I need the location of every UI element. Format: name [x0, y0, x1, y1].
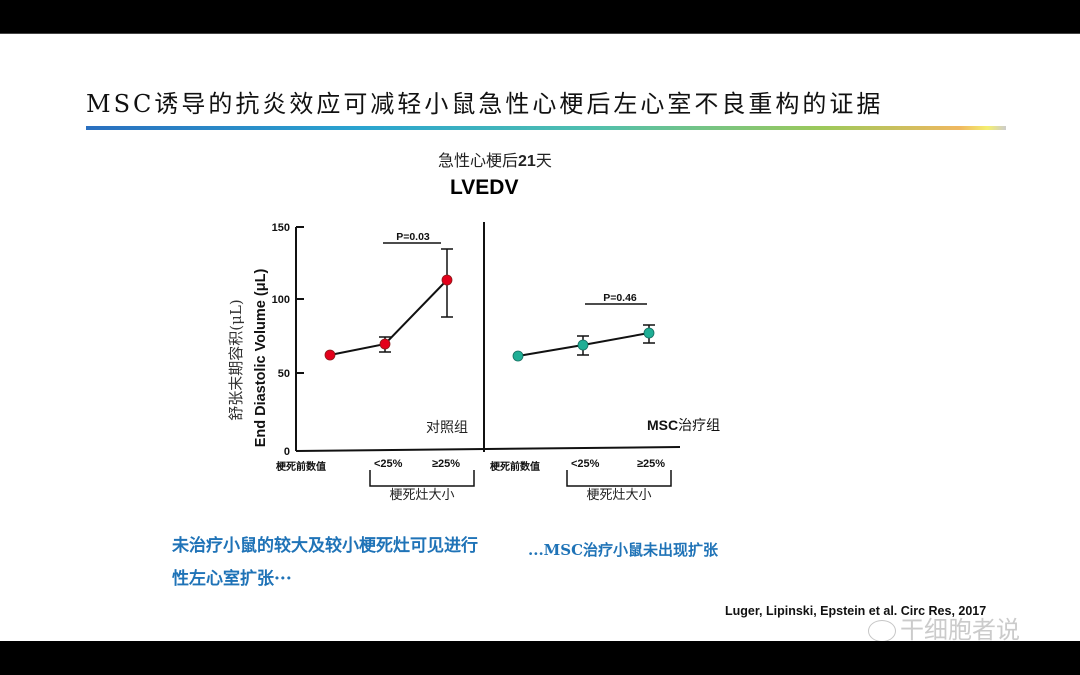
chart-subtitle: 急性心梗后21天 [438, 147, 552, 171]
x-labels-control: 梗死前数值 <25% ≥25% [276, 458, 460, 473]
point-msc-small [577, 339, 589, 351]
lvedv-chart: 舒张末期容积(μL) End Diastolic Volume (μL) 150… [227, 222, 720, 503]
subtitle-prefix: 急性心梗后 [438, 153, 519, 170]
xlabel-control-baseline: 梗死前数值 [276, 460, 326, 473]
xlabel-control-small: <25% [374, 458, 403, 470]
bracket-msc [566, 470, 672, 487]
watermark-text: 干细胞者说 [900, 616, 1020, 644]
point-control-baseline [324, 349, 336, 361]
series-control: P=0.03 [324, 231, 453, 361]
caption-control-line1: 未治疗小鼠的较大及较小梗死灶可见进行 [172, 536, 478, 556]
p-value-msc: P=0.46 [603, 292, 637, 304]
xlabel-msc-baseline: 梗死前数值 [490, 460, 540, 473]
panel-label-control: 对照组 [426, 420, 468, 436]
subtitle-suffix: 天 [535, 153, 552, 170]
xlabel-msc-small: <25% [571, 458, 600, 470]
caption-control-line2: 性左心室扩张··· [172, 569, 292, 589]
ytick-0: 0 [284, 446, 290, 458]
slide: MSC诱导的抗炎效应可减轻小鼠急性心梗后左心室不良重构的证据 急性心梗后21天 … [0, 34, 1080, 644]
chart-title: LVEDV [450, 176, 519, 199]
reference-citation: Luger, Lipinski, Epstein et al. Circ Res… [725, 604, 987, 618]
watermark: 干细胞者说 [868, 610, 1020, 645]
y-axis-label-en: End Diastolic Volume (μL) [253, 269, 269, 448]
wechat-icon [868, 620, 896, 642]
xlabel-msc-large: ≥25% [637, 458, 665, 470]
ytick-100: 100 [272, 294, 290, 306]
ytick-150: 150 [272, 222, 290, 234]
bottom-letterbox [0, 641, 1080, 675]
gradient-divider [86, 126, 1006, 130]
point-msc-large [643, 327, 655, 339]
subtitle-days: 21 [518, 153, 536, 170]
slide-title: MSC诱导的抗炎效应可减轻小鼠急性心梗后左心室不良重构的证据 [86, 90, 884, 118]
y-ticks [296, 226, 304, 374]
caption-msc: ...MSC治疗小鼠未出现扩张 [528, 541, 719, 559]
top-letterbox [0, 0, 1080, 34]
error-bars-control [379, 248, 453, 353]
x-labels-msc: 梗死前数值 <25% ≥25% [490, 458, 665, 473]
series-msc: P=0.46 [512, 292, 655, 362]
bracket-label-msc: 梗死灶大小 [586, 488, 651, 503]
point-control-large [441, 274, 453, 286]
point-msc-baseline [512, 350, 524, 362]
xlabel-control-large: ≥25% [432, 458, 460, 470]
y-axis-label-cn: 舒张末期容积(μL) [227, 299, 245, 420]
bracket-label-control: 梗死灶大小 [389, 488, 454, 503]
y-tick-labels: 150 100 50 0 [272, 222, 290, 458]
point-control-small [379, 338, 391, 350]
p-value-control: P=0.03 [396, 231, 430, 243]
bracket-control [369, 470, 475, 487]
x-axis [295, 446, 681, 452]
ytick-50: 50 [278, 368, 290, 380]
panel-label-msc: MSC治疗组 [647, 417, 720, 434]
